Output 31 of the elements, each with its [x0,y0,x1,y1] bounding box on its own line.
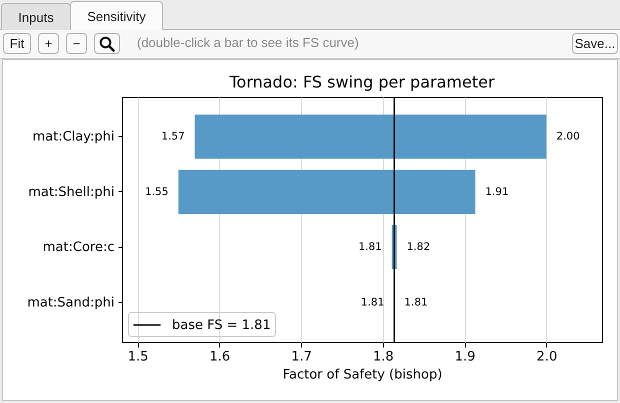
search-button[interactable] [94,33,120,54]
fit-button[interactable]: Fit [3,33,31,54]
x-axis-title: Factor of Safety (bishop) [282,368,442,382]
annotation: 1.55 [145,186,168,198]
annotation: 1.81 [358,241,382,254]
y-tick-label: mat:Shell:phi [28,184,114,200]
x-tick-label: 1.7 [291,350,312,364]
annotation: 1.81 [404,296,428,308]
y-tick-label: mat:Clay:phi [32,130,114,145]
selected-tab[interactable]: Sensitivity [70,1,163,30]
ref-line-label: base FS = 1.81 [172,318,271,333]
y-tick-label: mat:Core:c [42,240,114,256]
annotation: 2.00 [556,130,580,143]
x-tick-label: 1.8 [373,350,394,364]
x-tick-label: 1.6 [209,350,230,364]
save-button[interactable]: Save... [572,33,618,54]
annotation: 1.91 [485,186,509,198]
x-tick-label: 1.5 [128,350,148,364]
hint-text: (double-click a bar to see its FS curve) [137,35,359,51]
y-tick-label: mat:Sand:phi [27,295,114,310]
zoom-out-button[interactable]: − [66,33,87,54]
annotation: 1.81 [360,296,384,308]
annotation: 1.82 [406,241,430,254]
zoom-in-button[interactable]: + [38,33,59,54]
annotation: 1.57 [161,130,185,143]
x-tick-label: 2.0 [536,350,558,364]
bar [194,114,546,159]
x-tick-label: 1.9 [454,350,476,364]
chart-title: Tornado: FS swing per parameter [228,72,495,92]
bar [178,170,476,214]
tab[interactable]: Inputs [1,3,71,30]
